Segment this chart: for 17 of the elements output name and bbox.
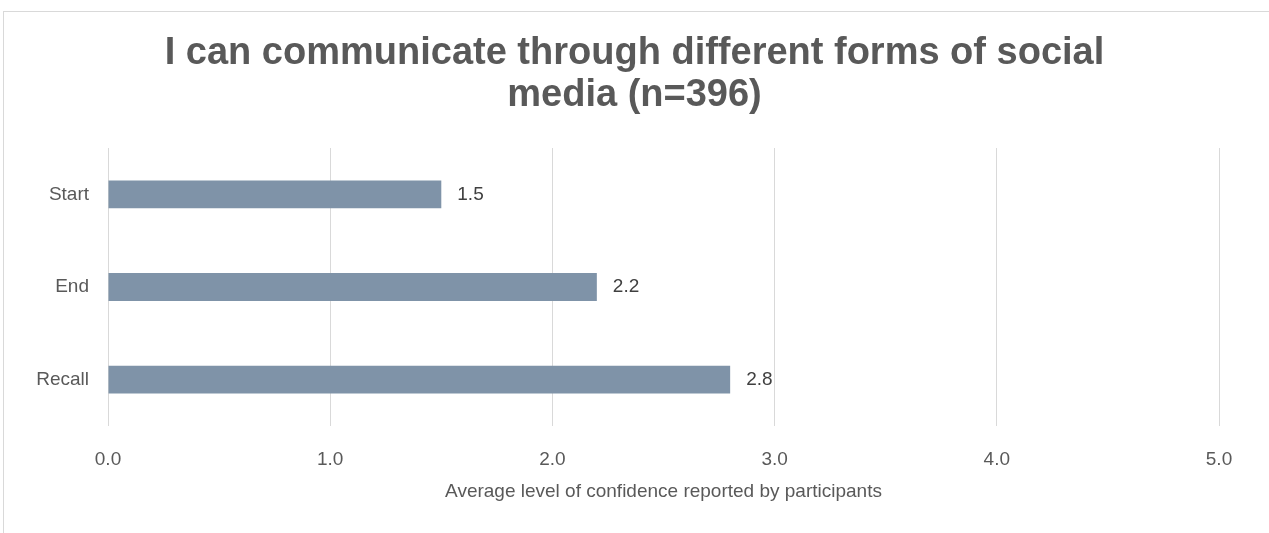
y-tick-label: Start	[48, 182, 90, 204]
x-axis-title: Average level of confidence reported by participants	[445, 479, 882, 501]
chart-title: I can communicate through different forms of social media (n=396)	[163, 30, 1106, 114]
x-tick-label: 0.0	[94, 447, 122, 469]
x-tick-label: 5.0	[1205, 447, 1233, 469]
bar	[108, 273, 597, 301]
bar	[108, 365, 731, 394]
x-tick-label: 4.0	[983, 447, 1011, 469]
y-tick-label: Recall	[36, 367, 89, 389]
bar	[108, 180, 442, 209]
x-tick-label: 2.0	[539, 447, 566, 469]
data-label: 2.2	[612, 275, 640, 297]
x-tick-label: 3.0	[761, 447, 788, 469]
data-label: 2.8	[746, 367, 773, 389]
x-tick-label: 1.0	[316, 447, 344, 469]
data-label: 1.5	[457, 182, 484, 204]
y-tick-label: End	[55, 275, 89, 297]
